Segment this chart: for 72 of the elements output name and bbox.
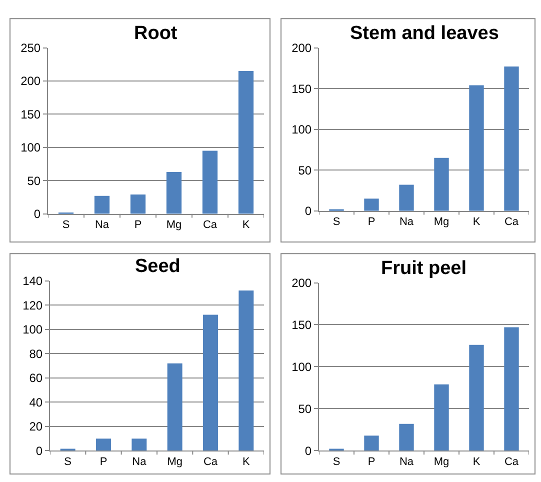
x-tick-label: S (332, 216, 340, 228)
x-tick-label: Mg (166, 219, 182, 232)
y-tick-label: 60 (29, 371, 43, 386)
x-tick-label: Na (132, 456, 148, 468)
x-tick-label: Ca (202, 219, 218, 232)
bar (364, 436, 379, 451)
y-tick-label: 150 (292, 82, 312, 96)
chart-title: Fruit peel (381, 258, 467, 279)
y-tick-label: 100 (292, 122, 312, 137)
y-tick-label: 0 (304, 444, 312, 458)
bar (132, 438, 147, 451)
y-tick-label: 100 (20, 140, 41, 155)
bar (399, 184, 414, 211)
bar (94, 196, 110, 214)
x-tick-label: Ca (504, 456, 520, 468)
chart-title: Root (134, 23, 178, 44)
bar (130, 194, 146, 214)
x-tick-label: Ca (203, 456, 218, 468)
bar (399, 424, 414, 451)
y-tick-label: 140 (22, 274, 43, 288)
bar (434, 384, 449, 451)
y-tick-label: 200 (292, 40, 312, 55)
y-tick-label: 50 (27, 174, 41, 188)
x-tick-label: P (368, 456, 376, 468)
x-tick-label: S (64, 456, 72, 468)
x-tick-label: K (472, 456, 481, 468)
x-tick-label: Ca (504, 216, 520, 228)
y-tick-label: 50 (298, 163, 312, 178)
y-tick-label: 80 (29, 346, 43, 361)
bar (434, 158, 449, 211)
bar (238, 290, 254, 451)
chart-title: Stem and leaves (350, 23, 499, 44)
bar (469, 344, 484, 451)
x-tick-label: K (242, 219, 250, 232)
y-tick-label: 100 (292, 360, 312, 374)
bar (203, 314, 218, 451)
bar (504, 327, 519, 451)
y-tick-label: 150 (292, 318, 312, 332)
y-tick-label: 120 (22, 298, 43, 312)
y-tick-label: 0 (34, 207, 41, 222)
y-tick-label: 200 (20, 74, 41, 88)
y-tick-label: 250 (20, 40, 41, 55)
y-tick-label: 200 (292, 276, 312, 290)
x-tick-label: K (242, 456, 250, 468)
bar (238, 71, 254, 214)
y-tick-label: 50 (298, 402, 312, 416)
bar (202, 150, 218, 214)
bar (504, 66, 519, 211)
chart-title: Seed (135, 256, 180, 277)
x-tick-label: Mg (434, 456, 450, 468)
x-tick-label: P (368, 216, 376, 228)
x-tick-label: Mg (434, 216, 450, 228)
y-tick-label: 0 (36, 444, 43, 458)
y-tick-label: 100 (22, 322, 43, 337)
x-tick-label: S (62, 219, 70, 232)
bar (167, 363, 182, 451)
x-tick-label: Mg (167, 456, 182, 468)
x-tick-label: S (332, 456, 340, 468)
bar (364, 198, 379, 211)
y-tick-label: 20 (29, 420, 43, 434)
y-tick-label: 150 (20, 107, 41, 122)
x-tick-label: P (134, 219, 142, 232)
x-tick-label: K (472, 216, 481, 228)
bar (166, 172, 182, 214)
y-tick-label: 0 (304, 204, 312, 218)
x-tick-label: P (100, 456, 108, 468)
x-tick-label: Na (399, 456, 414, 468)
bar (96, 438, 111, 451)
x-tick-label: Na (94, 219, 110, 232)
x-tick-label: Na (399, 216, 414, 228)
bar (469, 85, 484, 211)
y-tick-label: 40 (29, 395, 43, 410)
